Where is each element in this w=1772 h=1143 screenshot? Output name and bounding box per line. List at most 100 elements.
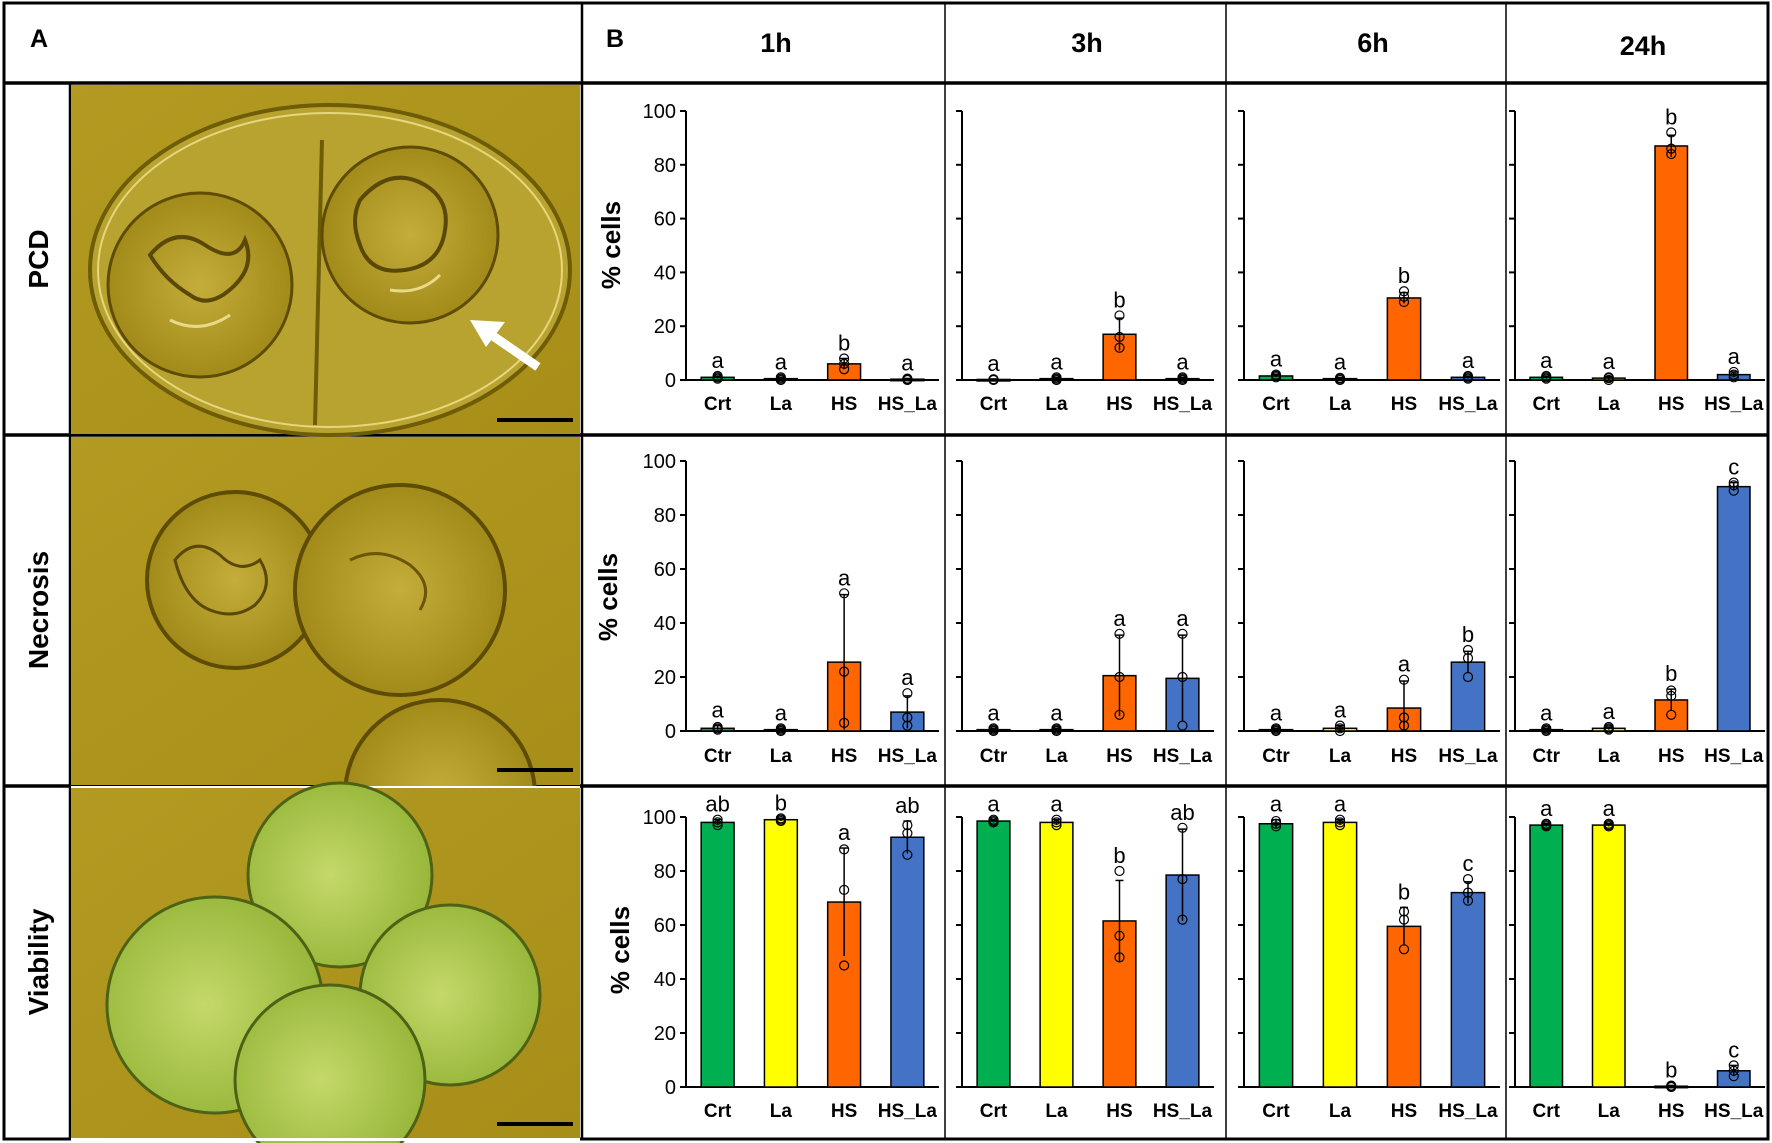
row-label-pcd: PCD bbox=[23, 229, 54, 288]
panel-a-label: A bbox=[30, 25, 48, 53]
x-tick-label: HS bbox=[1391, 1101, 1417, 1122]
significance-letter: a bbox=[712, 348, 725, 373]
data-point bbox=[775, 372, 786, 383]
bar-viability-24h-la bbox=[1591, 824, 1626, 1088]
x-tick-label: HS bbox=[1106, 746, 1132, 767]
x-tick-label: HS bbox=[831, 746, 857, 767]
significance-letter: a bbox=[838, 820, 851, 845]
data-point bbox=[1666, 685, 1677, 696]
x-tick-label: HS bbox=[1658, 746, 1684, 767]
x-tick-label: La bbox=[1329, 746, 1352, 767]
significance-letter: b bbox=[1398, 263, 1410, 288]
bar-necrosis-6h-hs-la bbox=[1450, 661, 1486, 732]
data-point bbox=[1462, 671, 1474, 683]
significance-letter: b bbox=[1462, 622, 1474, 647]
data-point bbox=[1177, 720, 1188, 731]
row-label-necrosis: Necrosis bbox=[23, 551, 54, 669]
y-tick-label: 20 bbox=[654, 1023, 676, 1045]
data-point bbox=[712, 814, 723, 825]
data-point bbox=[1541, 723, 1552, 734]
x-tick-label: Crt bbox=[1262, 394, 1290, 415]
data-point bbox=[902, 849, 913, 860]
data-point bbox=[1334, 372, 1346, 383]
data-point bbox=[1177, 873, 1188, 885]
data-point bbox=[839, 884, 850, 896]
data-point bbox=[1462, 887, 1474, 898]
x-tick-label: La bbox=[1329, 394, 1352, 415]
data-point bbox=[1398, 712, 1410, 723]
ylabel-viability: % cells bbox=[605, 906, 635, 994]
x-tick-label: Ctr bbox=[1533, 746, 1561, 767]
significance-letter: b bbox=[1665, 661, 1677, 686]
data-point bbox=[1177, 671, 1188, 683]
significance-letter: a bbox=[901, 350, 914, 375]
x-tick-label: HS bbox=[1658, 1101, 1684, 1122]
significance-letter: a bbox=[1113, 606, 1126, 631]
significance-letter: ab bbox=[895, 793, 919, 818]
data-point bbox=[1051, 819, 1062, 831]
y-tick-label: 100 bbox=[643, 101, 676, 123]
significance-letter: a bbox=[1462, 348, 1475, 373]
data-point bbox=[1114, 865, 1125, 877]
data-point bbox=[1334, 817, 1346, 828]
x-tick-label: HS_La bbox=[1438, 1101, 1498, 1122]
significance-letter: b bbox=[1113, 843, 1125, 868]
significance-letter: a bbox=[1540, 348, 1553, 373]
data-point bbox=[1541, 370, 1552, 382]
panel-b-label: B bbox=[606, 25, 624, 53]
data-point bbox=[1051, 723, 1062, 734]
data-point bbox=[839, 960, 850, 971]
chart-grid: 020406080100aCrtaLabHSaHS_LaaCrtaLabHSaH… bbox=[643, 101, 1765, 1122]
data-point bbox=[1603, 372, 1614, 383]
data-point bbox=[1177, 822, 1188, 833]
data-point bbox=[1114, 342, 1125, 353]
data-point bbox=[1051, 372, 1062, 383]
data-point bbox=[902, 828, 913, 839]
x-tick-label: HS_La bbox=[1438, 746, 1498, 767]
data-point bbox=[1728, 366, 1739, 378]
data-point bbox=[1334, 814, 1346, 825]
chart-necrosis-6h: a Ctr a La a HS b HS_La bbox=[1238, 460, 1500, 767]
ylabel-necrosis: % cells bbox=[593, 553, 623, 641]
data-point bbox=[775, 723, 786, 734]
data-point bbox=[1398, 291, 1410, 302]
significance-letter: a bbox=[1603, 349, 1616, 374]
data-point bbox=[1728, 372, 1739, 383]
data-point bbox=[1177, 372, 1188, 383]
significance-letter: a bbox=[1728, 344, 1741, 369]
x-tick-label: Ctr bbox=[704, 746, 732, 767]
data-point bbox=[902, 712, 913, 723]
data-point bbox=[1603, 818, 1614, 829]
data-point bbox=[1334, 725, 1346, 737]
bar-viability-6h-la bbox=[1322, 821, 1358, 1088]
data-point bbox=[1398, 944, 1410, 955]
bar-pcd-24h-hs bbox=[1654, 145, 1689, 381]
data-point bbox=[1603, 721, 1614, 733]
chart-necrosis-1h: 0 20 40 60 80 100 a Ctr a La a HS a HS_La bbox=[643, 451, 939, 767]
significance-letter: b bbox=[1398, 879, 1410, 904]
data-point bbox=[1462, 652, 1474, 664]
data-point bbox=[1114, 671, 1125, 683]
x-tick-label: HS bbox=[1391, 746, 1417, 767]
data-point bbox=[1666, 148, 1677, 160]
data-point bbox=[839, 364, 850, 375]
data-point bbox=[839, 844, 850, 855]
ylabel-pcd: % cells bbox=[596, 201, 626, 289]
data-point bbox=[1666, 143, 1677, 154]
data-point bbox=[775, 813, 786, 824]
x-tick-label: La bbox=[1598, 1101, 1621, 1122]
y-tick-label: 80 bbox=[654, 505, 676, 527]
data-point bbox=[1666, 690, 1677, 702]
data-point bbox=[839, 588, 850, 599]
x-tick-label: Crt bbox=[980, 394, 1008, 415]
significance-letter: b bbox=[1665, 105, 1677, 130]
data-point bbox=[1270, 818, 1282, 829]
x-tick-label: HS_La bbox=[1704, 746, 1764, 767]
necrosis-protoplast-micrograph bbox=[71, 437, 580, 892]
y-tick-label: 40 bbox=[654, 613, 676, 635]
data-point bbox=[1177, 914, 1188, 925]
chart-necrosis-24h: a Ctr a La b HS c HS_La bbox=[1509, 455, 1765, 767]
y-tick-label: 100 bbox=[643, 807, 676, 829]
significance-letter: a bbox=[1176, 606, 1189, 631]
significance-letter: a bbox=[1540, 796, 1553, 821]
